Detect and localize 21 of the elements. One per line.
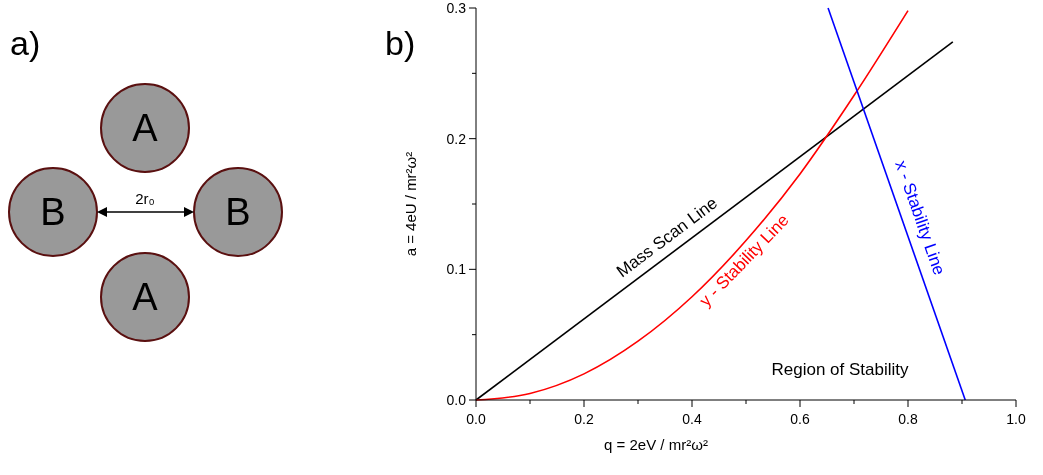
x-tick-label: 0.2 <box>574 411 594 427</box>
text: B <box>225 191 251 233</box>
y-tick-label: 0.2 <box>446 130 467 147</box>
x-tick-label: 0.4 <box>682 411 702 427</box>
annotation: Region of Stability <box>771 360 910 379</box>
x-axis-title: q = 2eV / mr²ω² <box>604 436 708 453</box>
y-axis-title: a = 4eU / mr²ω² <box>402 151 419 257</box>
y-tick-label: 0.1 <box>446 261 467 278</box>
text: B <box>40 191 66 233</box>
x-tick-label: 1.0 <box>1006 411 1026 427</box>
text: A <box>132 107 159 149</box>
y-tick-label: 0.3 <box>446 0 467 16</box>
text: b) <box>385 24 416 62</box>
text: x - Stability Line <box>891 158 949 278</box>
x-tick-label: 0.0 <box>466 411 486 427</box>
x-tick-label: 0.8 <box>898 411 918 427</box>
x-tick-label: 0.6 <box>790 411 810 427</box>
text: A <box>132 276 159 318</box>
y-tick-label: 0.0 <box>446 392 467 408</box>
text: a) <box>10 24 41 62</box>
text: 2r₀ <box>135 190 155 207</box>
